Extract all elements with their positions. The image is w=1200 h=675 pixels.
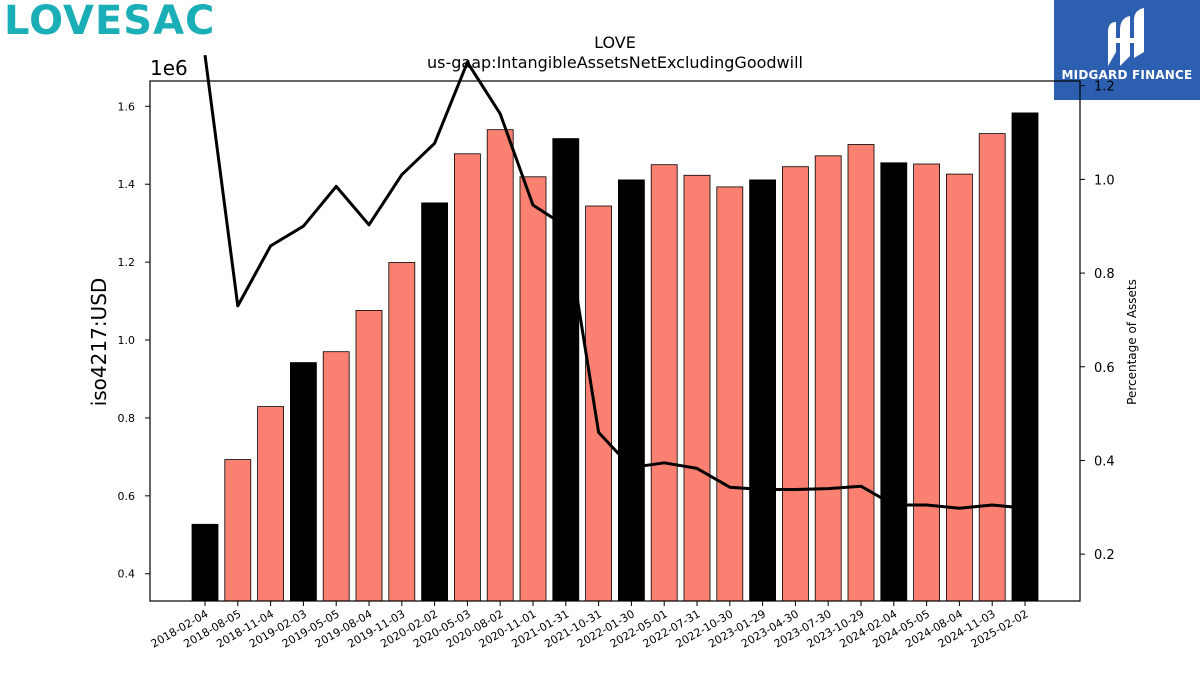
y-axis-offset-label: 1e6 [150, 56, 188, 80]
y2-tick-label: 0.8 [1094, 267, 1115, 282]
bar-2018-02-04 [191, 523, 219, 602]
y-tick-label: 0.4 [118, 568, 136, 581]
y2-tick-label: 1.2 [1094, 80, 1115, 95]
bar-2023-07-30 [814, 155, 842, 602]
bar-2024-05-05 [913, 163, 940, 602]
bar-2020-11-01 [519, 176, 547, 602]
bar-2019-05-05 [322, 351, 350, 602]
percentage-line-series [203, 55, 1026, 510]
y-axis-ticks: 0.4 0.6 0.8 1.0 1.2 1.4 1.6 [118, 100, 150, 581]
y-tick-label: 0.8 [118, 412, 136, 425]
bar-2023-01-29 [749, 179, 776, 602]
bar-2023-10-29 [847, 144, 875, 602]
bar-2020-05-03 [453, 153, 481, 602]
bar-2022-07-31 [683, 174, 711, 602]
y2-tick-label: 0.2 [1094, 548, 1115, 563]
y2-tick-label: 1.0 [1094, 173, 1115, 188]
y-tick-label: 1.6 [118, 100, 136, 113]
bar-2018-11-04 [257, 406, 285, 602]
y2-tick-label: 0.4 [1094, 454, 1115, 469]
bar-2024-08-04 [946, 173, 973, 602]
y-tick-label: 1.0 [118, 334, 136, 347]
bar-2019-08-04 [355, 309, 383, 602]
bar-2021-10-31 [585, 205, 612, 602]
y-axis-label: iso4217:USD [87, 278, 111, 407]
bar-2024-02-04 [880, 162, 908, 602]
midgard-logo-text: MIDGARD FINANCE [1061, 68, 1193, 82]
bar-2025-02-02 [1011, 112, 1039, 602]
bar-2022-01-30 [618, 179, 645, 602]
y-tick-label: 0.6 [118, 490, 136, 503]
x-axis-ticks: 2018-02-042018-08-052018-11-042019-02-03… [149, 601, 1031, 651]
bar-2022-10-30 [716, 186, 744, 602]
plot-frame [149, 80, 1081, 602]
bar-2020-02-02 [421, 202, 449, 602]
y2-axis-ticks: 0.2 0.4 0.6 0.8 1.0 1.2 [1080, 80, 1115, 563]
y2-tick-label: 0.6 [1094, 361, 1115, 376]
bar-2021-01-31 [552, 138, 580, 602]
midgard-logo-icon [1108, 8, 1144, 66]
bar-series [191, 112, 1039, 602]
y-tick-label: 1.4 [118, 178, 136, 191]
bar-2022-05-01 [650, 164, 678, 602]
bar-2020-08-02 [486, 129, 514, 602]
percentage-of-assets-line [203, 55, 1026, 510]
chart-subtitle: us-gaap:IntangibleAssetsNetExcludingGood… [427, 53, 803, 72]
y2-axis-label: Percentage of Assets [1125, 279, 1139, 405]
bar-2023-04-30 [782, 166, 809, 602]
chart-title: LOVE [594, 33, 636, 52]
bar-2018-08-05 [224, 459, 252, 602]
y-tick-label: 1.2 [118, 256, 136, 269]
bar-2019-11-03 [388, 262, 416, 602]
bar-2019-02-03 [289, 362, 317, 602]
midgard-finance-logo: MIDGARD FINANCE [1054, 0, 1200, 100]
lovesac-logo: LOVESAC [4, 0, 216, 44]
bar-2024-11-03 [978, 133, 1006, 602]
